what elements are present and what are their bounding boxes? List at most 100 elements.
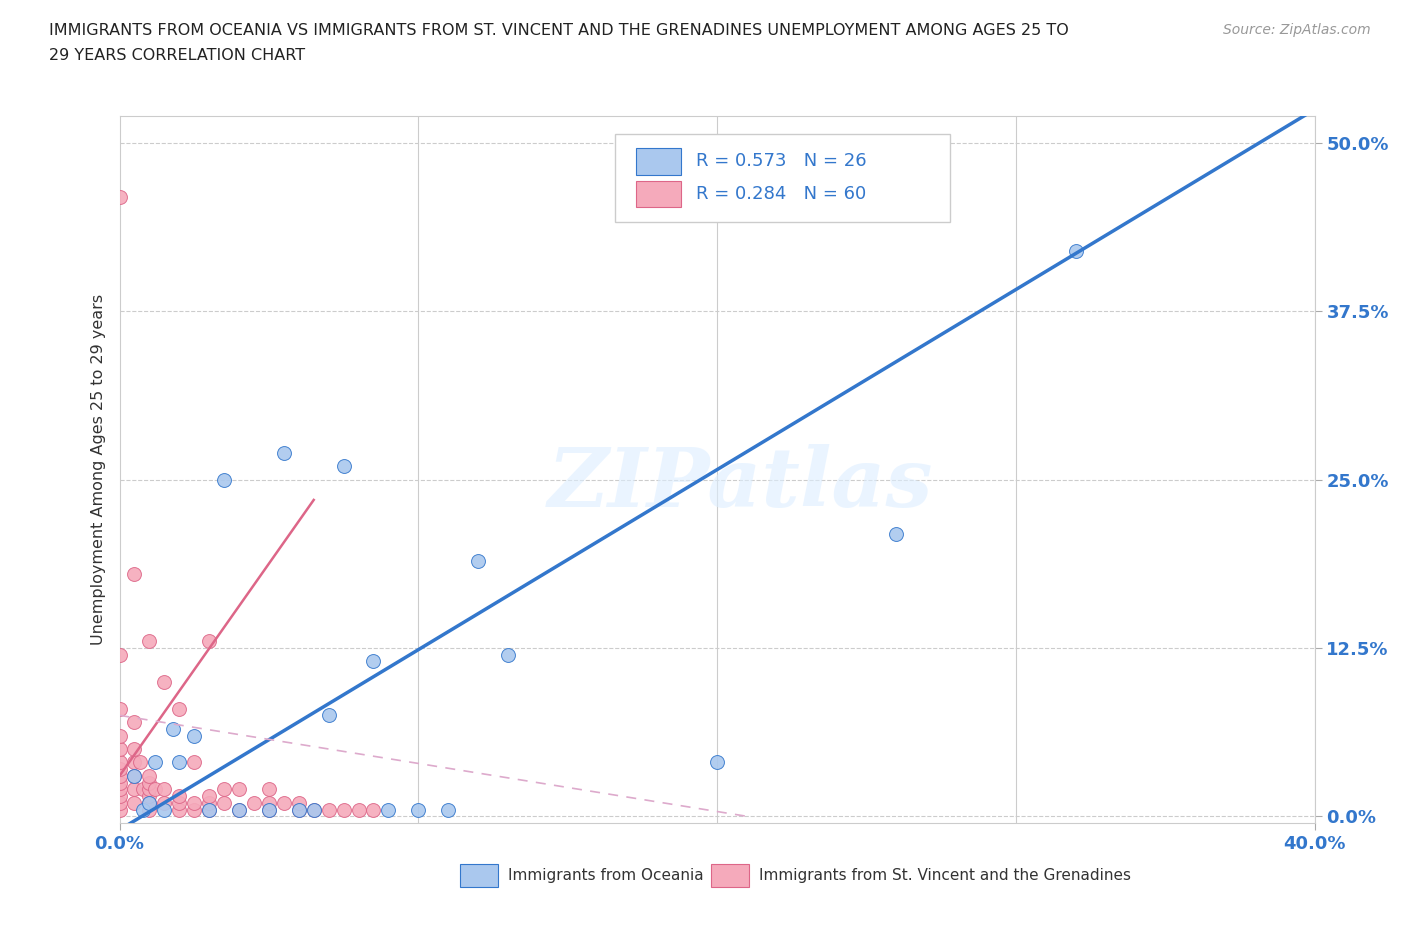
Point (273, 445, 295, 460)
Bar (711, 864, 749, 886)
Point (318, 708, 340, 723)
Point (467, 553, 489, 568)
Point (302, 803, 325, 817)
Point (257, 795, 280, 810)
Point (363, 654, 385, 669)
Text: 29 YEARS CORRELATION CHART: 29 YEARS CORRELATION CHART (49, 48, 305, 63)
Point (138, 803, 160, 817)
Point (138, 789, 160, 804)
Point (332, 458, 354, 473)
Point (124, 714, 146, 729)
Text: IMMIGRANTS FROM OCEANIA VS IMMIGRANTS FROM ST. VINCENT AND THE GRENADINES UNEMPL: IMMIGRANTS FROM OCEANIA VS IMMIGRANTS FR… (49, 23, 1069, 38)
Point (437, 803, 460, 817)
Point (169, 755, 191, 770)
Point (108, 782, 131, 797)
Point (108, 762, 131, 777)
FancyBboxPatch shape (636, 180, 682, 207)
Point (162, 722, 184, 737)
Point (153, 782, 176, 797)
Point (132, 782, 155, 797)
Point (363, 803, 385, 817)
Bar (460, 864, 498, 886)
Point (129, 755, 152, 770)
Point (153, 795, 176, 810)
Point (132, 803, 155, 817)
Point (145, 755, 166, 770)
Point (198, 803, 221, 817)
Point (108, 701, 131, 716)
Point (108, 803, 131, 817)
Point (198, 789, 221, 804)
Point (198, 634, 221, 649)
FancyBboxPatch shape (616, 134, 950, 222)
Text: Immigrants from St. Vincent and the Grenadines: Immigrants from St. Vincent and the Gren… (759, 868, 1130, 883)
Point (318, 803, 340, 817)
Point (138, 782, 160, 797)
Point (212, 795, 235, 810)
Point (212, 782, 235, 797)
FancyBboxPatch shape (636, 148, 682, 175)
Point (183, 755, 205, 770)
Text: Immigrants from Oceania: Immigrants from Oceania (508, 868, 703, 883)
Point (706, 755, 728, 770)
Point (228, 782, 250, 797)
Text: Source: ZipAtlas.com: Source: ZipAtlas.com (1223, 23, 1371, 37)
Point (138, 795, 160, 810)
Point (124, 566, 146, 581)
Point (169, 701, 191, 716)
Point (228, 803, 250, 817)
Point (108, 789, 131, 804)
Point (302, 803, 325, 817)
Point (886, 526, 908, 541)
Point (169, 795, 191, 810)
Point (108, 728, 131, 743)
Y-axis label: Unemployment Among Ages 25 to 29 years: Unemployment Among Ages 25 to 29 years (90, 294, 105, 645)
Point (124, 755, 146, 770)
Point (183, 803, 205, 817)
Point (124, 768, 146, 783)
Point (228, 803, 250, 817)
Point (288, 795, 311, 810)
Point (332, 803, 354, 817)
Point (288, 803, 311, 817)
Point (153, 803, 176, 817)
Point (257, 782, 280, 797)
Point (138, 768, 160, 783)
Text: R = 0.573   N = 26: R = 0.573 N = 26 (696, 153, 866, 170)
Point (124, 782, 146, 797)
Point (257, 803, 280, 817)
Point (138, 776, 160, 790)
Point (288, 803, 311, 817)
Point (377, 803, 399, 817)
Point (183, 728, 205, 743)
Point (198, 803, 221, 817)
Point (273, 795, 295, 810)
Point (124, 795, 146, 810)
Point (124, 741, 146, 756)
Point (169, 803, 191, 817)
Text: R = 0.284   N = 60: R = 0.284 N = 60 (696, 185, 866, 203)
Point (124, 768, 146, 783)
Point (347, 803, 370, 817)
Point (198, 795, 221, 810)
Point (1064, 244, 1087, 259)
Point (212, 472, 235, 487)
Point (108, 647, 131, 662)
Point (496, 647, 519, 662)
Point (183, 795, 205, 810)
Point (108, 776, 131, 790)
Text: ZIPatlas: ZIPatlas (548, 444, 934, 524)
Point (257, 803, 280, 817)
Point (108, 755, 131, 770)
Point (408, 803, 430, 817)
Point (138, 795, 160, 810)
Point (108, 190, 131, 205)
Point (138, 634, 160, 649)
Point (243, 795, 266, 810)
Point (108, 768, 131, 783)
Point (108, 741, 131, 756)
Point (108, 795, 131, 810)
Point (169, 789, 191, 804)
Point (145, 782, 166, 797)
Point (153, 674, 176, 689)
